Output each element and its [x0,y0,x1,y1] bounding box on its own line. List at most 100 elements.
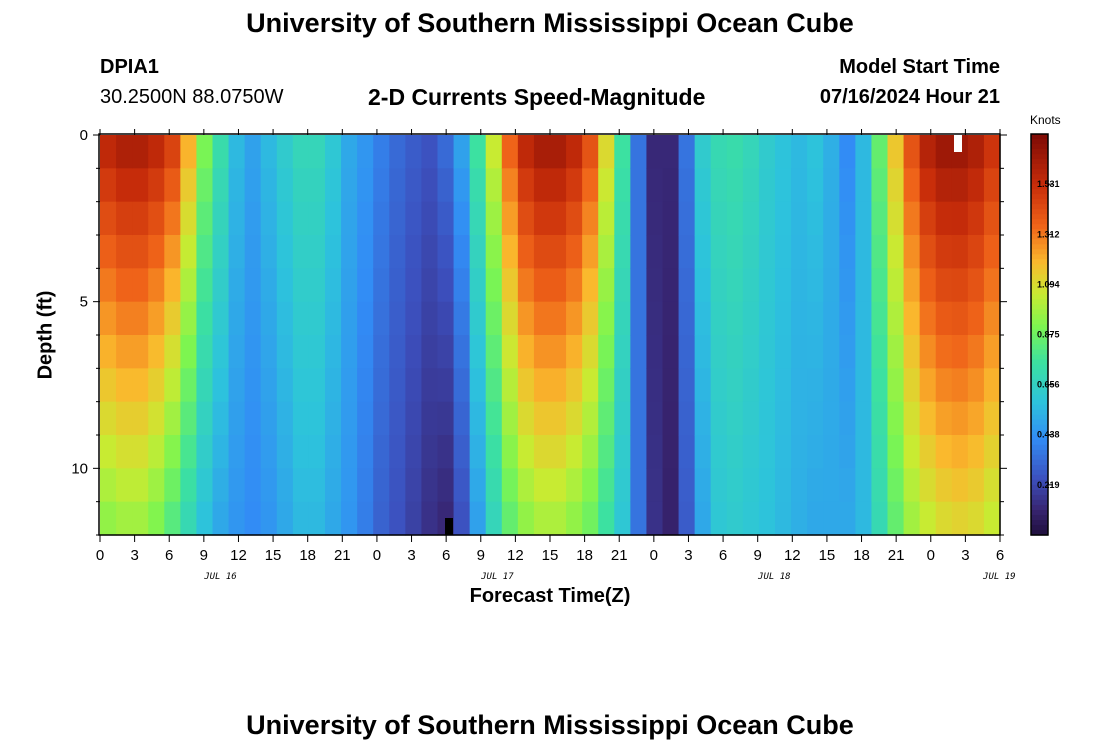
heatmap-cell [983,201,1001,236]
heatmap-cell [967,201,985,236]
heatmap-cell [566,335,583,369]
colorbar-segment [1031,459,1048,466]
heatmap-cell [582,501,599,536]
heatmap-cell [887,168,905,203]
model-start-value: 07/16/2024 Hour 21 [819,86,1000,108]
heatmap-cells [100,135,1001,536]
heatmap-cell [983,135,1001,169]
heatmap-cell [903,368,921,403]
heatmap-cell [598,435,615,469]
heatmap-cell [260,201,278,236]
heatmap-cell [389,168,406,203]
heatmap-cell [598,268,615,303]
heatmap-cell [807,335,824,369]
heatmap-cell [501,435,519,469]
x-day-label: JUL 17 [480,572,514,582]
heatmap-cell [292,301,310,336]
heatmap-cell [485,368,503,403]
heatmap-cell [839,201,856,236]
heatmap-cell [598,168,615,203]
heatmap-cell [517,168,535,203]
heatmap-cell [614,435,631,469]
heatmap-cell [148,168,165,203]
heatmap-cell [839,501,856,536]
colorbar-segment [1031,334,1048,341]
heatmap-cell [678,235,696,269]
heatmap-cell [983,268,1001,303]
heatmap-cell [598,301,615,336]
heatmap-cell [694,435,712,469]
heatmap-cell [903,435,921,469]
heatmap-cell [662,401,680,436]
heatmap-cell [180,335,198,369]
x-tick-label: 9 [754,547,762,564]
heatmap-cell [485,301,503,336]
heatmap-cell [935,201,953,236]
heatmap-cell [726,235,744,269]
colorbar-segment [1031,424,1048,431]
heatmap-cell [533,135,551,169]
heatmap-cell [260,401,278,436]
heatmap-cell [678,201,696,236]
heatmap-cell [839,168,856,203]
heatmap-cell [148,401,165,436]
y-axis: 0 5 10 [71,127,1007,536]
heatmap-cell [517,268,535,303]
heatmap-cell [260,435,278,469]
heatmap-cell [550,335,567,369]
heatmap-cell [614,401,631,436]
heatmap-cell [308,168,326,203]
heatmap-cell [533,501,551,536]
heatmap-cell [421,235,439,269]
heatmap-cell [308,435,326,469]
heatmap-cell [148,235,165,269]
heatmap-cell [903,235,921,269]
colorbar-segment [1031,174,1048,180]
heatmap-cell [212,268,230,303]
heatmap-cell [180,135,198,169]
heatmap-cell [871,135,889,169]
heatmap-cell [341,235,358,269]
heatmap-cell [164,468,181,503]
heatmap-cell [148,201,165,236]
heatmap-cell [710,301,728,336]
colorbar-segment [1031,289,1048,295]
heatmap-cell [100,135,117,169]
heatmap-cell [919,435,937,469]
heatmap-cell [694,135,712,169]
heatmap-cell [132,435,149,469]
heatmap-cell [871,201,889,236]
heatmap-cell [919,368,937,403]
heatmap-cell [437,468,455,503]
heatmap-cell [694,301,712,336]
heatmap-cell [903,268,921,303]
heatmap-cell [919,468,937,503]
heatmap-cell [678,435,696,469]
heatmap-cell [550,501,567,536]
heatmap-cell [164,401,181,436]
heatmap-cell [341,468,358,503]
heatmap-cell [871,401,889,436]
heatmap-cell [453,168,471,203]
heatmap-cell [614,235,631,269]
heatmap-cell [758,401,776,436]
heatmap-cell [228,468,246,503]
heatmap-cell [598,235,615,269]
heatmap-cell [598,135,615,169]
heatmap-cell [228,301,246,336]
y-axis-label: Depth (ft) [34,290,57,380]
heatmap-cell [550,268,567,303]
heatmap-cell [308,201,326,236]
heatmap-cell [775,201,792,236]
heatmap-cell [292,268,310,303]
heatmap-cell [855,335,873,369]
heatmap-cell [325,401,342,436]
colorbar-segment [1031,169,1048,175]
heatmap-cell [646,335,664,369]
heatmap-cell [228,268,246,303]
heatmap-cell [132,468,149,503]
heatmap-cell [292,435,310,469]
heatmap-cell [823,401,840,436]
heatmap-cell [807,201,824,236]
heatmap-cell [951,301,969,336]
